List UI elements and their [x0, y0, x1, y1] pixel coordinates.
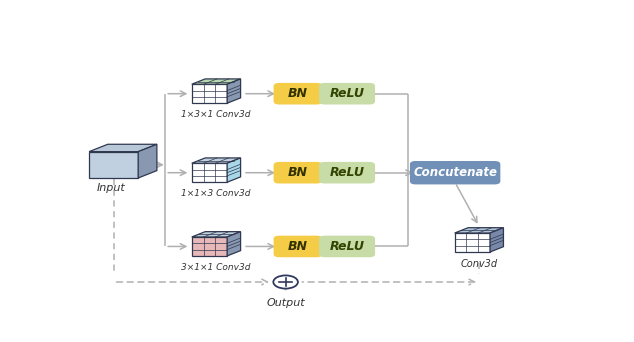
- FancyBboxPatch shape: [274, 236, 322, 257]
- Text: 3×1×1 Conv3d: 3×1×1 Conv3d: [181, 263, 251, 272]
- Text: 1×3×1 Conv3d: 1×3×1 Conv3d: [181, 110, 251, 119]
- Text: BN: BN: [288, 240, 308, 253]
- Polygon shape: [191, 237, 227, 256]
- Polygon shape: [227, 232, 240, 256]
- Text: Input: Input: [97, 183, 126, 193]
- Text: Output: Output: [266, 298, 305, 308]
- FancyBboxPatch shape: [319, 162, 375, 184]
- Polygon shape: [138, 144, 157, 178]
- Polygon shape: [191, 163, 227, 182]
- Polygon shape: [191, 232, 240, 237]
- Polygon shape: [191, 158, 240, 163]
- Polygon shape: [89, 144, 157, 152]
- Text: ReLU: ReLU: [330, 240, 365, 253]
- Polygon shape: [490, 228, 503, 252]
- Polygon shape: [227, 79, 240, 103]
- FancyBboxPatch shape: [274, 162, 322, 184]
- FancyBboxPatch shape: [319, 236, 375, 257]
- Text: ReLU: ReLU: [330, 87, 365, 100]
- Polygon shape: [455, 233, 490, 252]
- Polygon shape: [227, 158, 240, 182]
- Text: BN: BN: [288, 166, 308, 179]
- FancyBboxPatch shape: [274, 83, 322, 105]
- Text: BN: BN: [288, 87, 308, 100]
- Text: ReLU: ReLU: [330, 166, 365, 179]
- Text: 1×1×3 Conv3d: 1×1×3 Conv3d: [181, 189, 251, 198]
- Circle shape: [273, 275, 298, 289]
- Text: Conv3d: Conv3d: [460, 259, 498, 268]
- Polygon shape: [89, 152, 138, 178]
- Text: Concutenate: Concutenate: [413, 166, 497, 179]
- Polygon shape: [191, 79, 240, 84]
- FancyBboxPatch shape: [319, 83, 375, 105]
- FancyBboxPatch shape: [410, 161, 500, 184]
- Polygon shape: [191, 84, 227, 103]
- Polygon shape: [455, 228, 503, 233]
